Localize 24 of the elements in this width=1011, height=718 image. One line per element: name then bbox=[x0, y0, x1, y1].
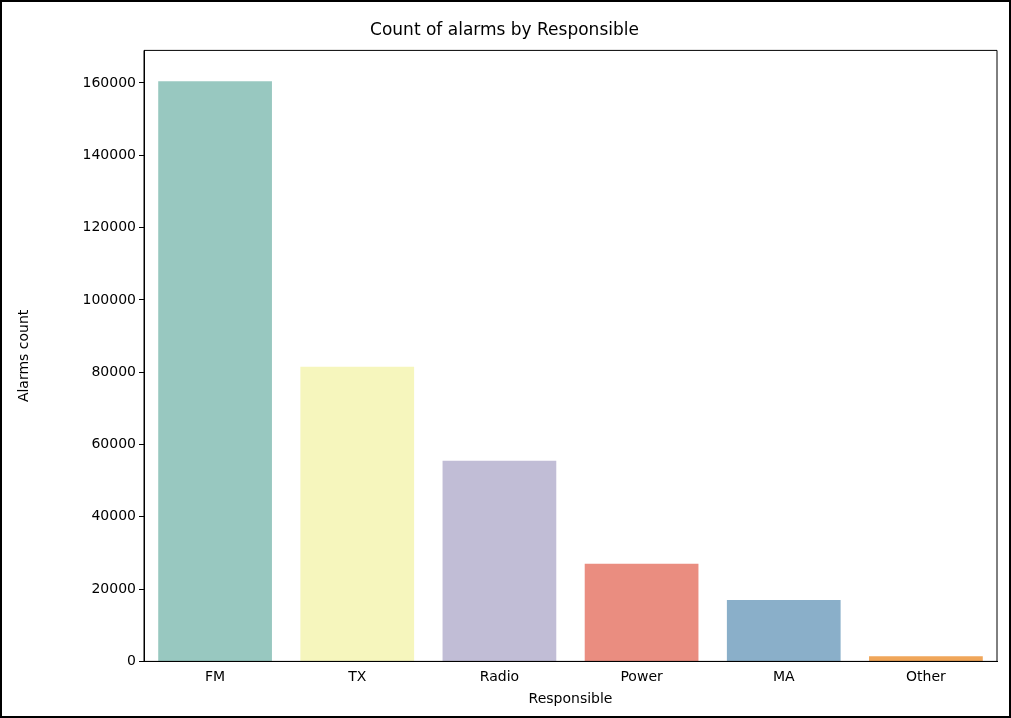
bar bbox=[584, 563, 699, 661]
bar bbox=[300, 366, 415, 661]
x-tick-label: Other bbox=[906, 668, 947, 685]
y-tick-label: 100000 bbox=[82, 290, 136, 307]
bar bbox=[726, 599, 841, 661]
bar bbox=[869, 656, 983, 661]
chart-title: Count of alarms by Responsible bbox=[370, 18, 639, 39]
x-tick-label: FM bbox=[205, 668, 226, 685]
y-tick-label: 40000 bbox=[91, 507, 136, 524]
y-tick-label: 120000 bbox=[82, 218, 136, 235]
x-tick-label: TX bbox=[347, 668, 367, 685]
y-tick-label: 80000 bbox=[91, 362, 136, 379]
y-tick-label: 160000 bbox=[82, 73, 136, 90]
x-axis-title: Responsible bbox=[528, 690, 613, 707]
y-tick-label: 60000 bbox=[91, 435, 136, 452]
y-tick-label: 140000 bbox=[82, 145, 136, 162]
bar bbox=[442, 460, 557, 661]
x-tick-label: Radio bbox=[479, 668, 520, 685]
y-tick-label: 20000 bbox=[91, 579, 136, 596]
y-tick-label: 0 bbox=[127, 652, 136, 669]
x-tick-label: Power bbox=[620, 668, 663, 685]
bar bbox=[158, 81, 272, 661]
x-tick-label: MA bbox=[772, 668, 795, 685]
y-axis-title: Alarms count bbox=[15, 309, 32, 403]
